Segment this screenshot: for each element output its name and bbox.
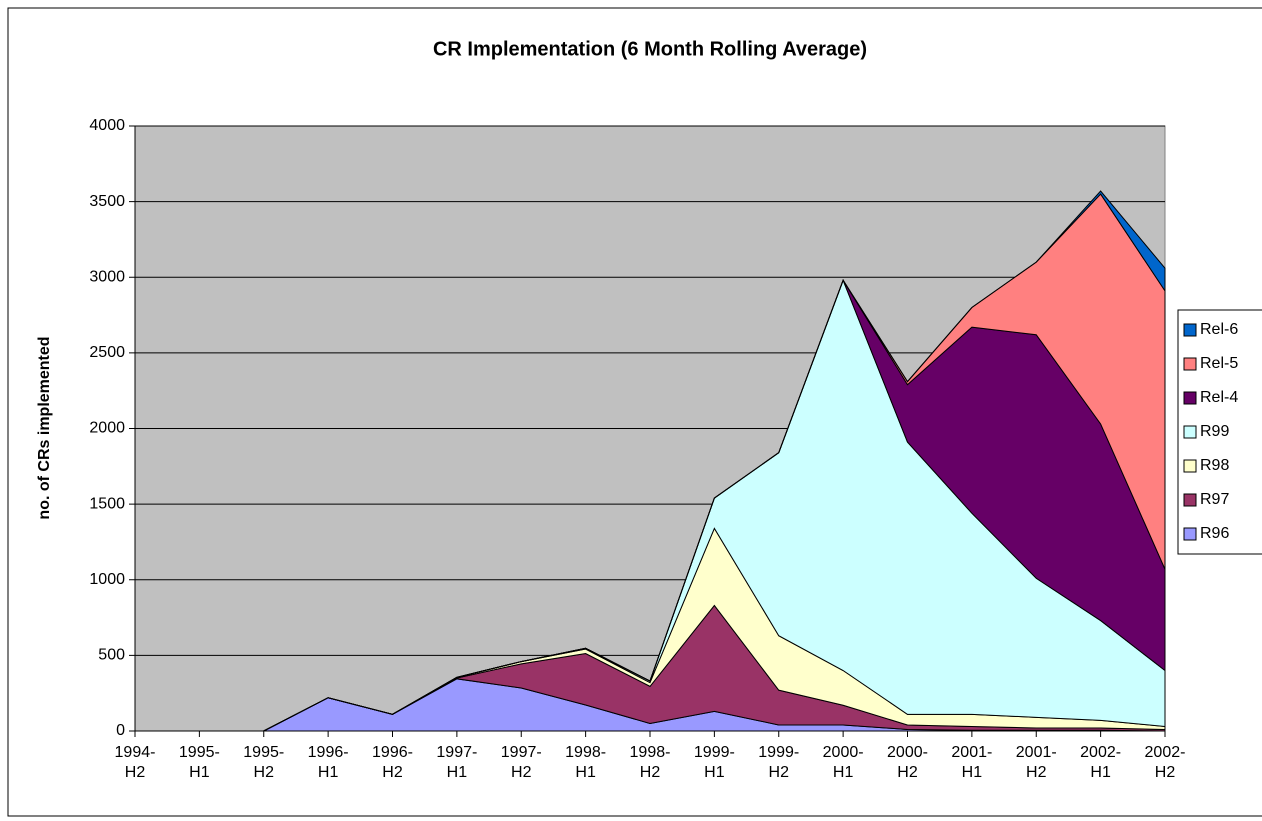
y-tick-label: 1000 <box>89 571 125 588</box>
legend-swatch <box>1183 357 1197 371</box>
legend-swatch <box>1183 527 1197 541</box>
legend-swatch <box>1183 323 1197 337</box>
legend-label: R98 <box>1200 457 1229 474</box>
x-tick-label: 1996- H2 <box>372 744 413 781</box>
area <box>135 190 1166 732</box>
x-tick-label: 1998- H2 <box>629 744 671 781</box>
x-tick-label: 2002- H1 <box>1080 744 1122 781</box>
x-tick-label: 2001- H1 <box>951 744 993 781</box>
y-tick-label: 0 <box>116 722 125 739</box>
x-tick-label: 1995- H2 <box>243 744 285 781</box>
legend-swatch <box>1183 391 1197 405</box>
legend-label: R96 <box>1200 525 1229 542</box>
y-tick-label: 3000 <box>89 268 125 285</box>
y-tick-label: 4000 <box>89 117 125 134</box>
x-tick-label: 1997- H2 <box>500 744 542 781</box>
x-tick-label: 2001- H2 <box>1015 744 1057 781</box>
x-tick-label: 2002- H2 <box>1144 744 1186 781</box>
legend-label: Rel-6 <box>1200 321 1238 338</box>
legend-swatch <box>1183 425 1197 439</box>
y-tick-label: 500 <box>98 647 125 664</box>
legend-swatch <box>1183 493 1197 507</box>
x-tick-label: 1994- H2 <box>114 744 156 781</box>
y-axis-label: no. of CRs implemented <box>36 336 53 519</box>
chart-title: CR Implementation (6 Month Rolling Avera… <box>433 38 867 60</box>
x-tick-label: 1995- H1 <box>178 744 220 781</box>
x-tick-label: 1997- H1 <box>436 744 478 781</box>
y-tick-label: 2000 <box>89 420 125 437</box>
y-tick-label: 1500 <box>89 495 125 512</box>
legend-label: R99 <box>1200 423 1229 440</box>
x-tick-label: 2000- H2 <box>887 744 928 781</box>
legend-label: Rel-4 <box>1200 389 1238 406</box>
legend-label: Rel-5 <box>1200 355 1238 372</box>
legend-swatch <box>1183 459 1197 473</box>
x-tick-label: 1999- H1 <box>693 744 735 781</box>
x-tick-label: 1999- H2 <box>758 744 800 781</box>
x-tick-label: 1996- H1 <box>307 744 349 781</box>
legend-label: R97 <box>1200 491 1229 508</box>
y-tick-label: 2500 <box>89 344 125 361</box>
x-tick-label: 1998- H1 <box>565 744 607 781</box>
y-tick-label: 3500 <box>89 193 125 210</box>
x-tick-label: 2000- H1 <box>822 744 864 781</box>
